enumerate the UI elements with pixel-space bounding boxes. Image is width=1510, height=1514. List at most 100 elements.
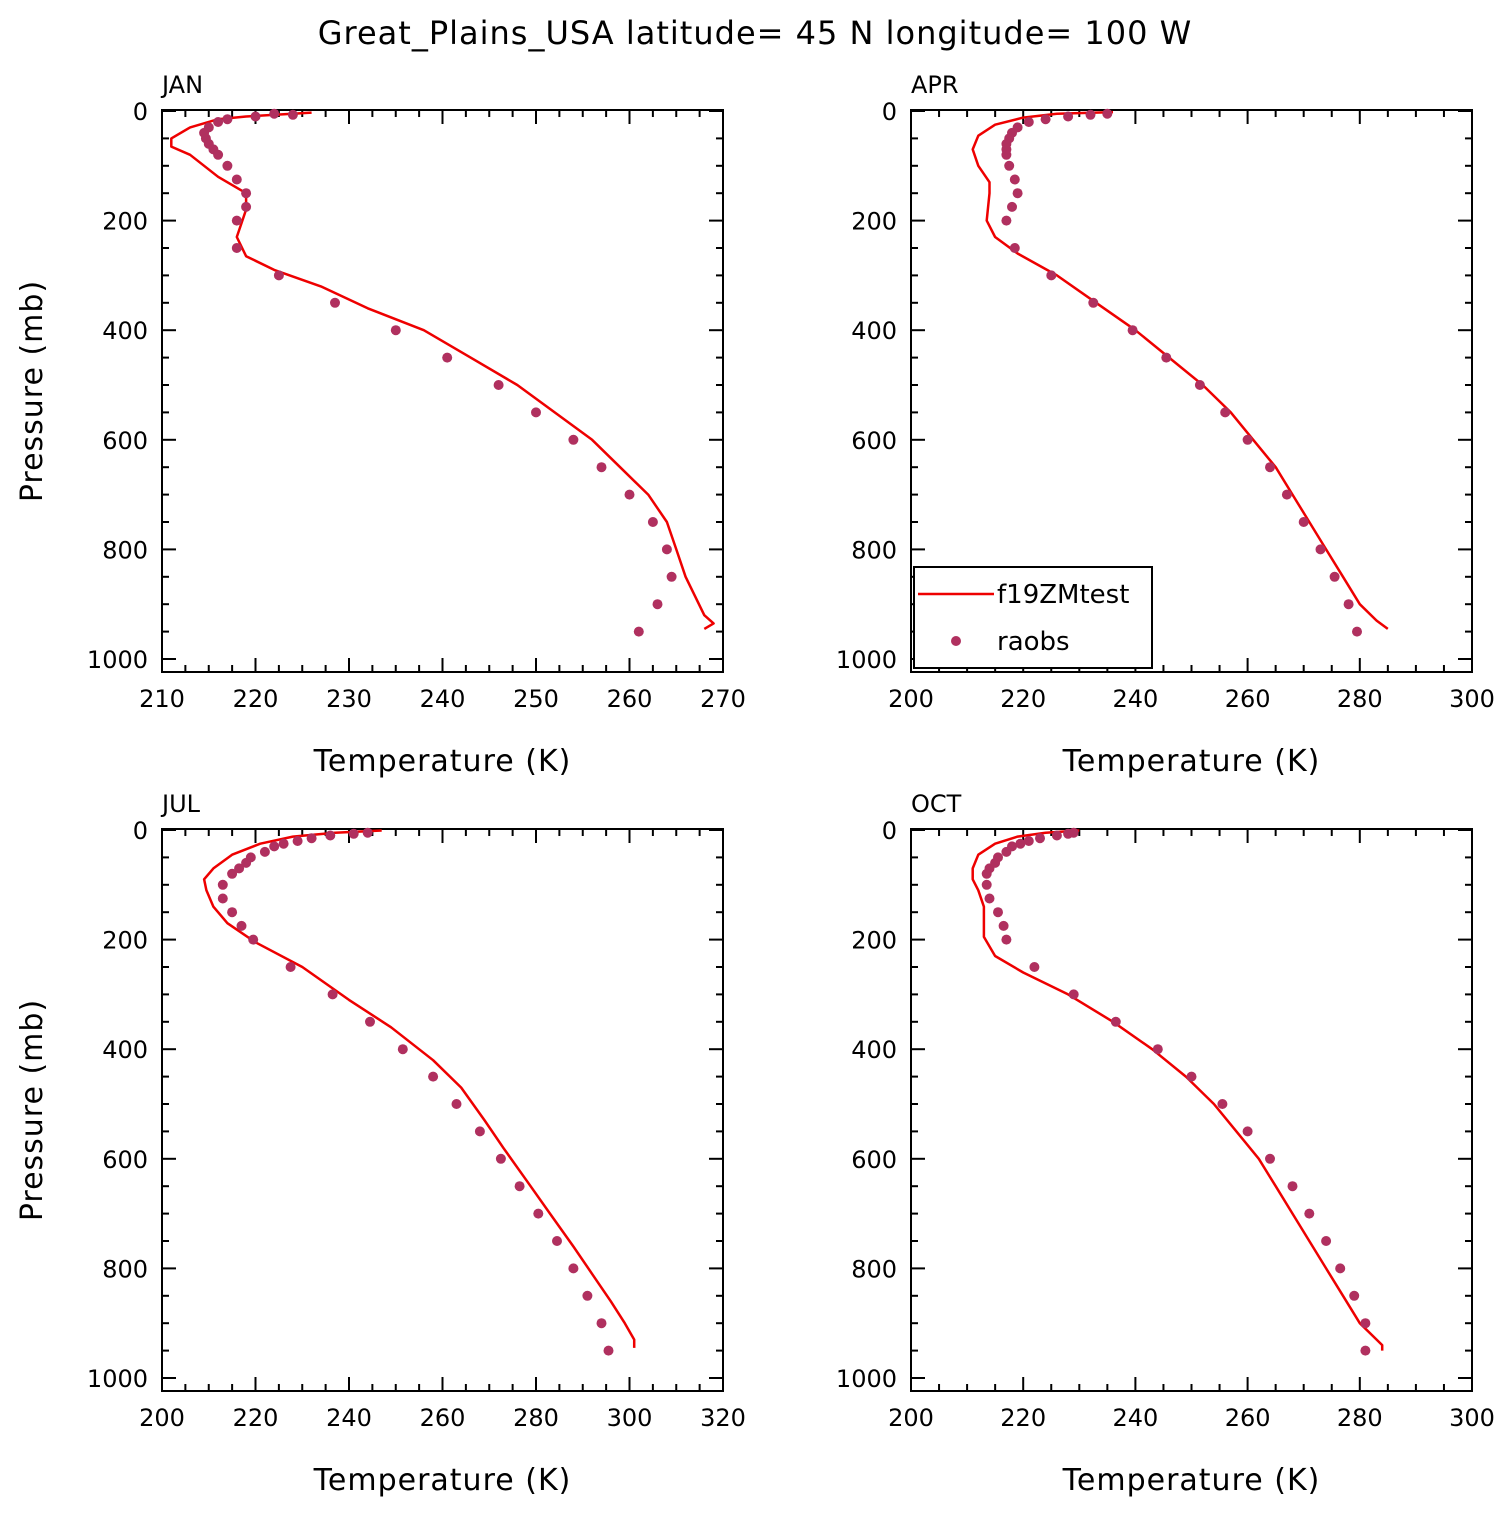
x-tick-label: 220 [233, 685, 279, 713]
raobs-point [633, 626, 644, 637]
raobs-point [1051, 830, 1062, 841]
y-tick-label: 1000 [836, 646, 897, 674]
raobs-point [531, 407, 541, 418]
raobs-point [1088, 297, 1099, 308]
y-tick-label: 0 [133, 98, 148, 126]
y-tick-label: 1000 [87, 646, 148, 674]
x-tick-label: 200 [888, 1404, 934, 1432]
y-tick-label: 1000 [836, 1365, 897, 1393]
raobs-point [582, 1290, 593, 1301]
raobs-point [1023, 117, 1034, 127]
y-tick-label: 400 [102, 1036, 148, 1064]
raobs-point [330, 297, 340, 308]
raobs-point [1063, 111, 1074, 122]
raobs-point [514, 1181, 525, 1192]
x-tick-label: 210 [139, 685, 185, 713]
raobs-point [236, 920, 247, 931]
x-tick-label: 260 [420, 1404, 466, 1432]
raobs-point [1068, 989, 1079, 1000]
raobs-point [348, 828, 359, 839]
raobs-point [222, 114, 233, 125]
raobs-point [1242, 434, 1253, 445]
raobs-point [1152, 1044, 1163, 1055]
raobs-point [1298, 517, 1309, 527]
figure-title: Great_Plains_USA latitude= 45 N longitud… [318, 14, 1193, 52]
raobs-point [327, 989, 338, 1000]
raobs-point [217, 893, 228, 904]
raobs-point [1046, 270, 1057, 281]
x-tick-label: 200 [139, 1404, 185, 1432]
plot-frame [161, 828, 724, 1392]
raobs-point [273, 270, 284, 281]
y-tick-label: 600 [851, 427, 897, 455]
raobs-point [1315, 544, 1326, 555]
raobs-point [568, 1263, 579, 1274]
x-tick-label: 220 [1000, 1404, 1046, 1432]
raobs-point [1001, 149, 1012, 160]
raobs-point [1343, 599, 1354, 610]
raobs-point [1004, 160, 1015, 171]
raobs-point [1217, 1099, 1228, 1109]
x-tick-label: 280 [1337, 685, 1383, 713]
raobs-point [1287, 1181, 1298, 1192]
raobs-point [1023, 836, 1034, 846]
raobs-point [981, 868, 992, 879]
raobs-point [1194, 380, 1205, 390]
raobs-point [241, 857, 252, 868]
raobs-point [1220, 407, 1231, 418]
raobs-point [1321, 1236, 1332, 1246]
panel-jan: JAN 0 200 400 600 800 1000 210 220 230 240 250 260 27… [15, 71, 746, 779]
x-tick-label: 250 [513, 685, 559, 713]
y-tick-label: 1000 [87, 1365, 148, 1393]
panel-label: OCT [911, 790, 962, 818]
raobs-point [993, 907, 1003, 918]
x-tick-label: 280 [513, 1404, 559, 1432]
x-tick-label: 220 [233, 1404, 279, 1432]
x-tick-label: 200 [888, 685, 934, 713]
raobs-point [428, 1071, 439, 1082]
x-axis-title: Temperature (K) [1062, 744, 1321, 779]
y-tick-label: 800 [102, 536, 148, 564]
raobs-point [998, 920, 1009, 931]
raobs-point [1110, 1016, 1121, 1027]
raobs-point [1304, 1208, 1315, 1219]
raobs-point [1335, 1263, 1346, 1274]
raobs-point [217, 879, 228, 890]
raobs-point [1242, 1126, 1253, 1137]
raobs-point [390, 325, 401, 336]
raobs-point [292, 836, 303, 846]
raobs-point [647, 517, 658, 527]
raobs-point [213, 149, 224, 160]
panel-oct: OCT 0 200 400 600 800 1000 200 220 240 260 280 300 Te… [836, 790, 1495, 1498]
series-line-f19ZMtest [170, 111, 715, 630]
raobs-point [259, 846, 270, 857]
x-tick-label: 240 [420, 685, 466, 713]
x-tick-label: 270 [700, 685, 746, 713]
raobs-point [603, 1345, 614, 1356]
raobs-point [1035, 833, 1045, 844]
raobs-point [227, 868, 238, 879]
x-tick-label: 240 [1112, 1404, 1158, 1432]
x-tick-label: 240 [326, 1404, 372, 1432]
legend: f19ZMtest raobs [913, 566, 1153, 669]
raobs-point [1040, 114, 1051, 125]
raobs-point [1265, 1153, 1275, 1164]
raobs-point [442, 352, 453, 363]
x-tick-label: 260 [607, 685, 653, 713]
raobs-point [1012, 188, 1023, 199]
x-tick-label: 300 [1449, 685, 1495, 713]
y-axis-title: Pressure (mb) [15, 999, 50, 1221]
raobs-point [1360, 1345, 1371, 1356]
raobs-point [495, 1153, 506, 1164]
raobs-point [1001, 846, 1012, 857]
raobs-point [451, 1099, 462, 1109]
y-tick-label: 200 [851, 927, 897, 955]
raobs-point [474, 1126, 485, 1137]
raobs-point [533, 1208, 544, 1219]
x-tick-label: 220 [1000, 685, 1046, 713]
raobs-point [493, 380, 504, 390]
raobs-point [325, 830, 336, 841]
raobs-point [241, 188, 252, 199]
